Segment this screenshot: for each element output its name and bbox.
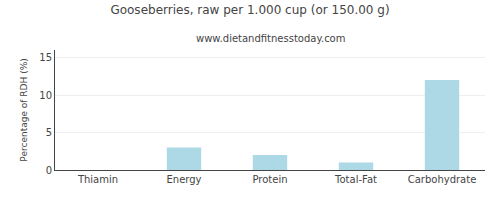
svg-text:15: 15 (39, 52, 52, 63)
svg-text:5: 5 (46, 127, 52, 138)
svg-text:Percentage of RDH (%): Percentage of RDH (%) (19, 58, 29, 161)
svg-text:Energy: Energy (166, 174, 201, 185)
svg-text:Carbohydrate: Carbohydrate (408, 174, 477, 185)
svg-text:www.dietandfitnesstoday.com: www.dietandfitnesstoday.com (196, 33, 345, 44)
svg-text:Protein: Protein (252, 174, 287, 185)
svg-text:Thiamin: Thiamin (77, 174, 118, 185)
svg-text:Gooseberries, raw per 1.000 cu: Gooseberries, raw per 1.000 cup (or 150.… (110, 3, 389, 17)
svg-text:Total-Fat: Total-Fat (334, 174, 377, 185)
svg-text:0: 0 (46, 165, 52, 176)
svg-text:10: 10 (39, 90, 52, 101)
